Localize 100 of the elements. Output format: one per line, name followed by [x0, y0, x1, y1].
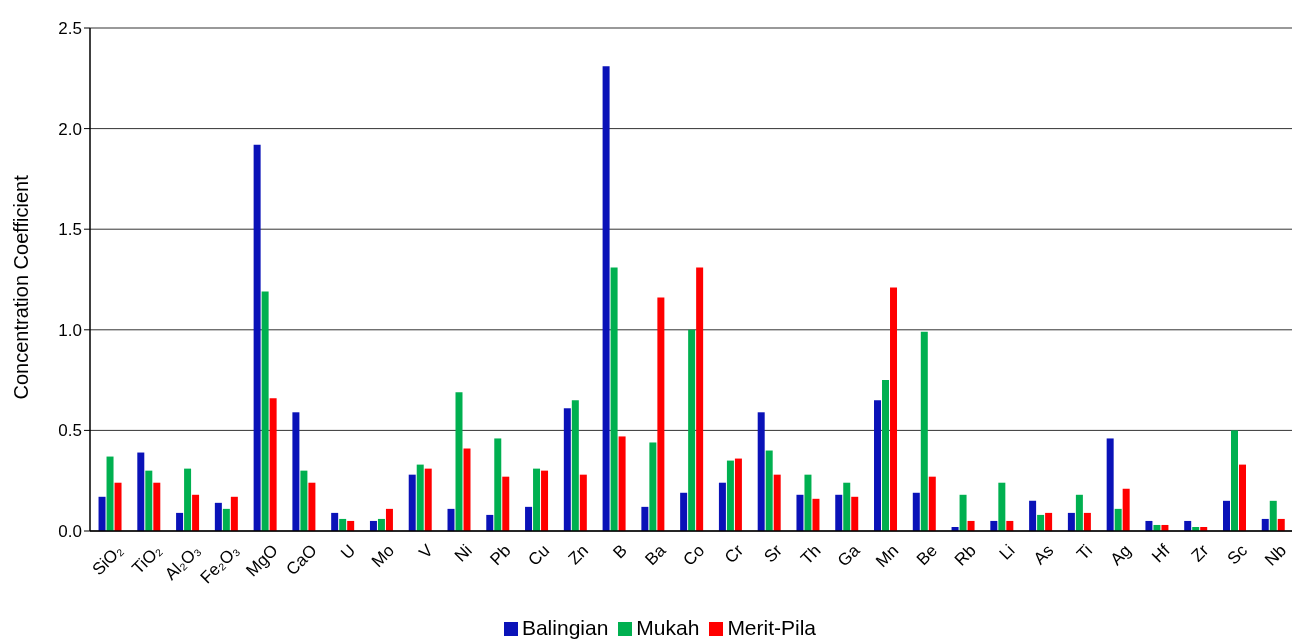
bar: [331, 512, 339, 531]
y-tick-label: 1.0: [58, 320, 82, 340]
x-tick-label: Zn: [564, 540, 592, 569]
bar: [230, 496, 238, 531]
y-tick-label: 1.5: [58, 220, 82, 240]
bar: [563, 408, 571, 531]
bar: [502, 476, 510, 531]
x-tick-label: TiO₂: [128, 540, 166, 578]
bar: [1261, 518, 1269, 531]
bar: [796, 494, 804, 531]
bar: [494, 438, 502, 531]
bar: [114, 482, 122, 531]
bar: [253, 144, 261, 531]
bar: [339, 518, 347, 531]
bar: [1122, 488, 1130, 531]
x-tick-label: SiO₂: [88, 540, 127, 580]
bar: [757, 412, 765, 531]
x-tick-label: U: [337, 540, 360, 563]
bar: [618, 436, 626, 531]
bar: [1006, 520, 1014, 531]
bar: [308, 482, 316, 531]
bar: [920, 331, 928, 531]
bar: [649, 442, 657, 531]
bar: [959, 494, 967, 531]
y-axis-title: Concentration Coefficient: [10, 174, 33, 400]
x-tick-label: Ga: [833, 540, 864, 571]
bar: [533, 468, 541, 531]
bar: [1045, 512, 1053, 531]
bar: [843, 482, 851, 531]
bar: [377, 518, 385, 531]
y-tick-label: 0.0: [58, 522, 82, 542]
bar: [812, 498, 820, 531]
y-tick-label: 2.0: [58, 119, 82, 139]
x-tick-label: Zr: [1187, 540, 1213, 566]
bar: [137, 452, 145, 531]
bar: [835, 494, 843, 531]
bar: [176, 512, 184, 531]
x-tick-label: Pb: [486, 540, 515, 570]
bar: [1083, 512, 1091, 531]
bar: [765, 450, 773, 531]
bar: [153, 482, 161, 531]
bar: [890, 287, 898, 531]
bar: [106, 456, 114, 531]
legend-label: Balingian: [521, 616, 609, 639]
bar: [416, 464, 424, 531]
bar: [385, 508, 393, 531]
bar: [214, 502, 222, 531]
bar: [1029, 500, 1037, 531]
bar: [967, 520, 975, 531]
bar: [1106, 438, 1114, 531]
x-tick-label: V: [415, 540, 438, 563]
bar: [804, 474, 812, 531]
x-tick-label: Th: [797, 540, 825, 569]
x-tick-label: Cr: [720, 540, 748, 568]
x-tick-label: Ti: [1073, 540, 1097, 564]
bar: [1238, 464, 1246, 531]
bar: [408, 474, 416, 531]
bar: [912, 492, 920, 531]
bar: [726, 460, 734, 531]
bar: [292, 412, 300, 531]
bar: [463, 448, 471, 531]
x-tick-label: Mo: [367, 540, 399, 572]
bar: [579, 474, 587, 531]
bar: [680, 492, 688, 531]
bar: [773, 474, 781, 531]
x-tick-label: Nb: [1261, 540, 1290, 570]
bar: [657, 297, 665, 531]
bar: [610, 267, 618, 531]
bar: [882, 380, 890, 531]
bar: [261, 291, 269, 531]
bar: [184, 468, 192, 531]
bar: [1269, 500, 1277, 531]
x-tick-label: Sc: [1223, 540, 1252, 569]
y-tick-label: 0.5: [58, 421, 82, 441]
x-tick-label: Cu: [524, 540, 554, 570]
bar: [851, 496, 859, 531]
bar: [688, 329, 696, 531]
x-tick-label: Hf: [1148, 540, 1174, 567]
bar: [269, 398, 277, 531]
bar: [734, 458, 742, 531]
bar: [455, 392, 463, 531]
bar: [1277, 518, 1285, 531]
bar: [571, 400, 579, 531]
bar: [98, 496, 106, 531]
bar: [525, 506, 533, 531]
bar: [641, 506, 649, 531]
x-tick-label: Rb: [950, 540, 980, 570]
x-tick-label: B: [609, 540, 631, 563]
bar: [541, 470, 549, 531]
bar: [447, 508, 455, 531]
y-tick-label: 2.5: [58, 19, 82, 39]
x-tick-label: Be: [912, 540, 941, 570]
bar: [1184, 520, 1192, 531]
bar: [696, 267, 704, 531]
legend-label: Merit-Pila: [727, 616, 817, 639]
bar: [1075, 494, 1083, 531]
bar: [1222, 500, 1230, 531]
legend-label: Mukah: [636, 616, 700, 639]
bar: [1114, 508, 1122, 531]
bar: [145, 470, 153, 531]
